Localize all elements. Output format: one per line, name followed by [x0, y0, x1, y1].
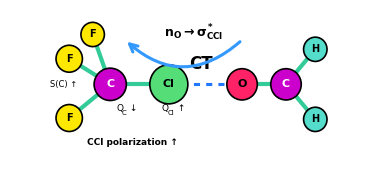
Text: Q: Q — [116, 104, 123, 113]
Ellipse shape — [304, 37, 327, 61]
Text: F: F — [66, 113, 73, 123]
Ellipse shape — [56, 104, 82, 131]
Text: C: C — [106, 79, 114, 89]
Text: H: H — [311, 44, 319, 54]
Ellipse shape — [56, 45, 82, 72]
Ellipse shape — [81, 22, 104, 47]
FancyArrowPatch shape — [130, 42, 240, 67]
Text: Cl: Cl — [163, 79, 175, 89]
Text: C: C — [122, 110, 127, 116]
Text: ↑: ↑ — [175, 104, 185, 113]
Ellipse shape — [227, 69, 257, 100]
Text: H: H — [311, 114, 319, 124]
Text: S(C) ↑: S(C) ↑ — [50, 80, 77, 89]
Ellipse shape — [304, 107, 327, 131]
Text: C: C — [282, 79, 290, 89]
Text: CCl polarization ↑: CCl polarization ↑ — [87, 138, 178, 147]
Text: F: F — [89, 29, 96, 40]
Text: CT: CT — [189, 55, 213, 73]
Text: Q: Q — [161, 104, 169, 113]
Text: F: F — [66, 54, 73, 64]
Ellipse shape — [150, 65, 188, 104]
Text: O: O — [237, 79, 247, 89]
Text: Cl: Cl — [167, 110, 174, 116]
Text: $\mathbf{n_O \rightarrow \sigma^*_{CCl}}$: $\mathbf{n_O \rightarrow \sigma^*_{CCl}}… — [164, 23, 223, 43]
Ellipse shape — [94, 68, 126, 100]
Text: ↓: ↓ — [127, 104, 137, 113]
Ellipse shape — [271, 69, 301, 100]
